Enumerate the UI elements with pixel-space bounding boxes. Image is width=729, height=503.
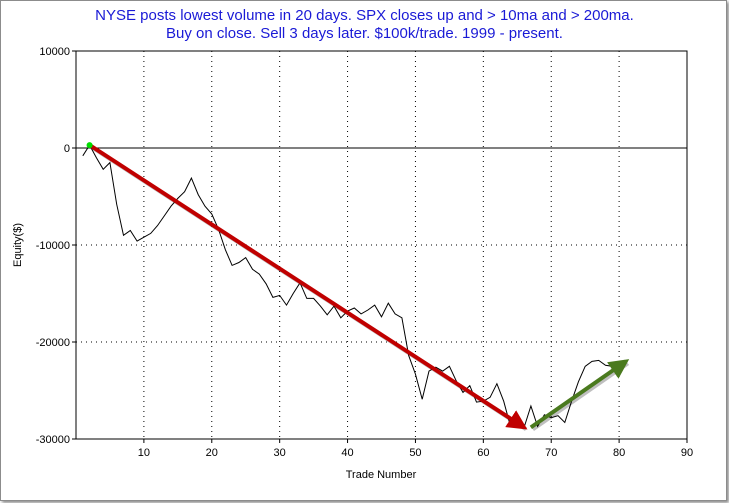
- y-tick-label: -30000: [36, 434, 70, 446]
- y-axis-label: Equity($): [12, 223, 24, 267]
- x-tick-label: 60: [477, 447, 489, 459]
- x-tick-label: 40: [341, 447, 353, 459]
- x-tick-label: 80: [613, 447, 625, 459]
- y-tick-label: 0: [64, 143, 70, 155]
- x-tick-label: 90: [681, 447, 693, 459]
- x-tick-label: 30: [274, 447, 286, 459]
- x-axis-label: Trade Number: [346, 469, 417, 481]
- y-tick-label: -10000: [36, 240, 70, 252]
- x-tick-label: 50: [409, 447, 421, 459]
- start-marker: [87, 142, 93, 148]
- y-tick-label: 10000: [39, 46, 70, 58]
- x-tick-label: 70: [545, 447, 557, 459]
- x-tick-label: 20: [206, 447, 218, 459]
- y-tick-label: -20000: [36, 337, 70, 349]
- x-tick-label: 10: [138, 447, 150, 459]
